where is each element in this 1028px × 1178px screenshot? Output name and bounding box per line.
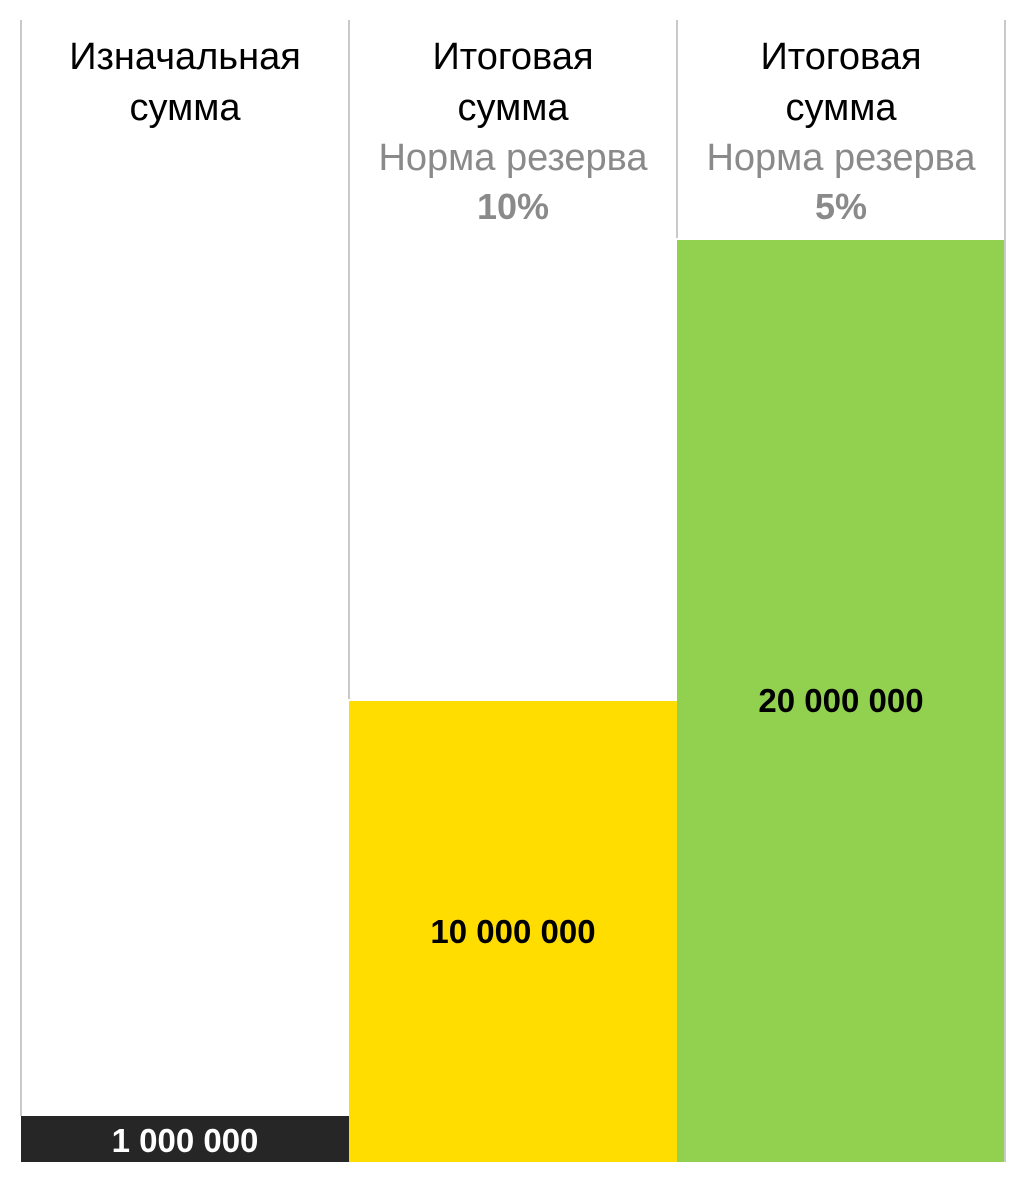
bar-final-sum-10 bbox=[349, 701, 677, 1162]
column-header-initial: Изначальная сумма bbox=[21, 32, 349, 134]
column-title-line1: Изначальная bbox=[69, 36, 301, 78]
column-title-line2: сумма bbox=[129, 87, 241, 129]
bar-value-label: 10 000 000 bbox=[430, 913, 596, 950]
column-divider bbox=[348, 20, 350, 699]
column-title-line1: Итоговая bbox=[760, 36, 922, 78]
column-divider bbox=[20, 20, 22, 1116]
column-divider bbox=[1004, 20, 1006, 1162]
column-title-line2: сумма bbox=[457, 87, 569, 129]
bar-final-sum-5 bbox=[677, 240, 1005, 1162]
bar-initial-sum bbox=[21, 1116, 349, 1162]
bar-value-label: 1 000 000 bbox=[111, 1122, 259, 1159]
column-title-line2: сумма bbox=[785, 87, 897, 129]
reserve-rate-caption: Норма резерва bbox=[378, 137, 648, 179]
column-divider bbox=[676, 20, 678, 238]
reserve-rate-caption: Норма резерва bbox=[706, 137, 976, 179]
reserve-rate-value: 10% bbox=[476, 186, 550, 227]
column-title-line1: Итоговая bbox=[432, 36, 594, 78]
column-header-final-10: Итоговая сумма Норма резерва 10% bbox=[349, 32, 677, 231]
reserve-rate-value: 5% bbox=[814, 186, 868, 227]
bar-value-label: 20 000 000 bbox=[758, 682, 924, 719]
column-header-final-5: Итоговая сумма Норма резерва 5% bbox=[677, 32, 1005, 231]
